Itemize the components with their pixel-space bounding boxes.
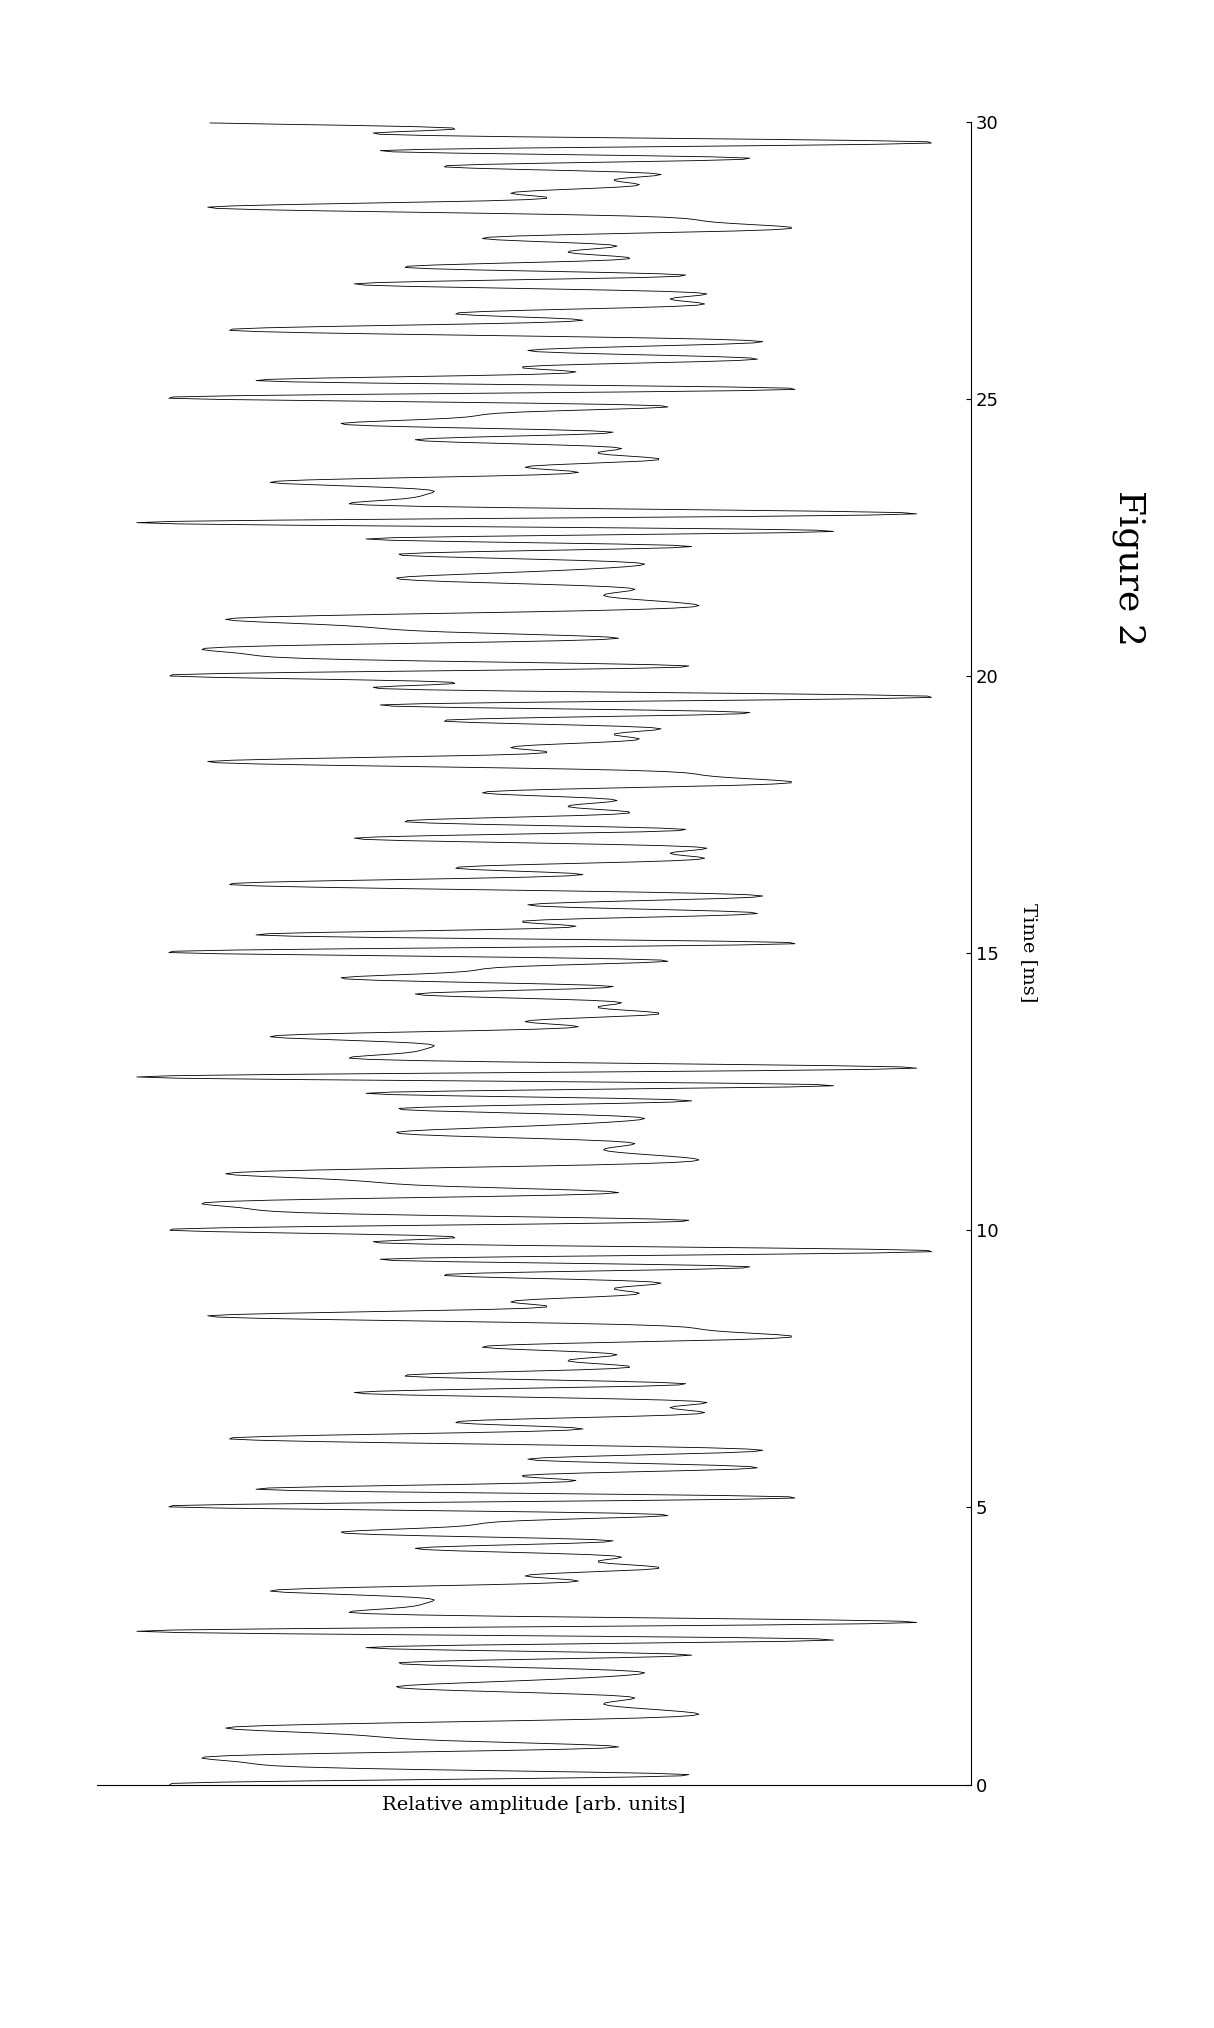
X-axis label: Relative amplitude [arb. units]: Relative amplitude [arb. units] bbox=[382, 1795, 686, 1813]
Text: Figure 2: Figure 2 bbox=[1112, 491, 1146, 645]
Y-axis label: Time [ms]: Time [ms] bbox=[1020, 902, 1038, 1004]
